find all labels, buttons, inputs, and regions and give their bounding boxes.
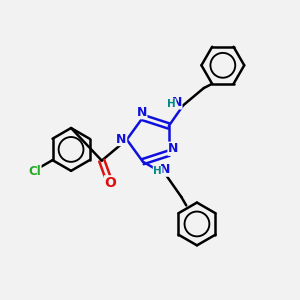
- Text: N: N: [172, 96, 182, 109]
- Text: O: O: [104, 176, 116, 190]
- Text: H: H: [153, 167, 162, 176]
- Text: N: N: [136, 106, 147, 119]
- Text: N: N: [116, 133, 127, 146]
- Text: H: H: [167, 99, 176, 109]
- Text: N: N: [160, 163, 170, 176]
- Text: Cl: Cl: [28, 165, 41, 178]
- Text: N: N: [168, 142, 178, 155]
